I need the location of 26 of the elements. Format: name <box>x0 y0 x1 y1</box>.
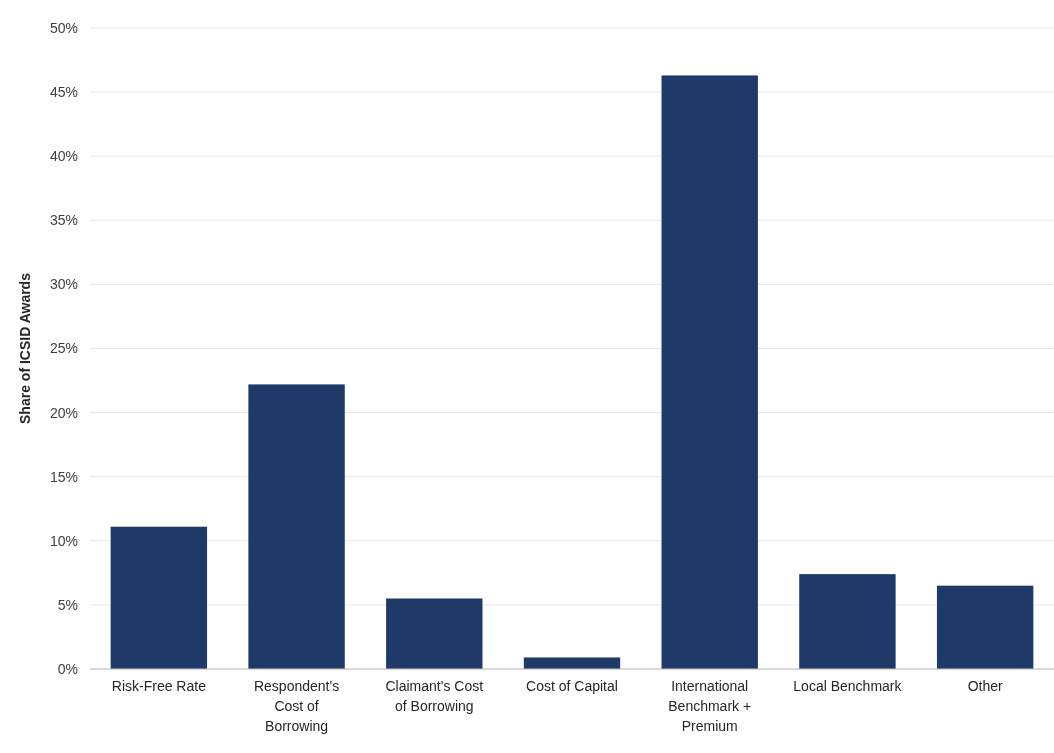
bar <box>248 384 345 669</box>
y-tick-label: 25% <box>49 340 78 357</box>
y-tick-label: 30% <box>49 276 78 293</box>
y-tick-label: 15% <box>49 468 78 485</box>
x-tick-label: Local Benchmark <box>793 678 903 694</box>
bar <box>110 526 208 669</box>
y-tick-label: 35% <box>49 212 78 229</box>
x-tick-label: Risk-Free Rate <box>111 678 207 694</box>
y-tick-label: 50% <box>49 19 78 36</box>
y-tick-label: 45% <box>49 84 78 100</box>
x-tick-label: Cost of Capital <box>526 678 618 694</box>
x-tick-label: International Benchmark + Premium <box>668 678 752 734</box>
y-tick-label: 0% <box>57 660 78 677</box>
bar <box>386 598 483 669</box>
y-tick-label: 10% <box>49 532 78 549</box>
bar <box>661 75 758 669</box>
y-axis-title: Share of ICSID Awards <box>17 272 33 424</box>
x-tick-label: Other <box>967 678 1003 694</box>
y-tick-label: 20% <box>49 404 78 421</box>
bar <box>936 585 1034 669</box>
y-tick-label: 5% <box>57 596 78 613</box>
x-tick-label: Respondent's Cost of Borrowing <box>253 678 340 734</box>
bar <box>799 574 896 669</box>
x-tick-label: Claimant's Cost of Borrowing <box>385 678 484 714</box>
bar <box>523 657 621 669</box>
y-tick-label: 40% <box>49 148 78 165</box>
